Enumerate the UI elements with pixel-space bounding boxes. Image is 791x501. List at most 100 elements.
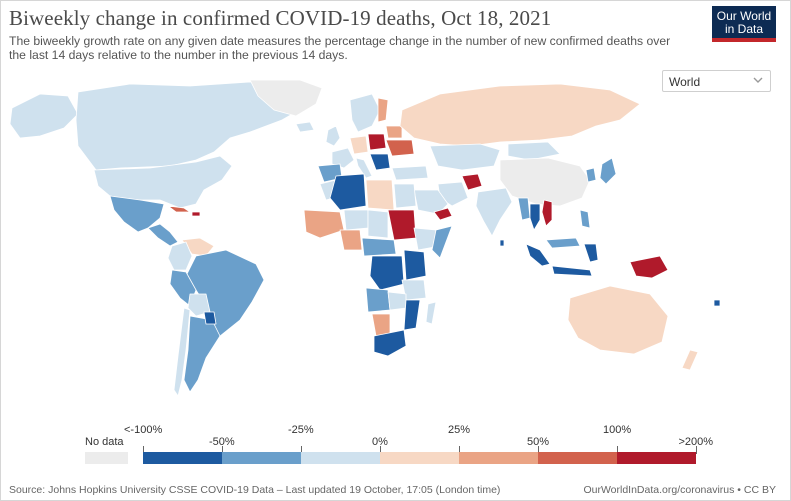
logo-line-1: Our World (716, 9, 772, 23)
legend-threshold-label: 100% (603, 424, 632, 436)
region-france[interactable] (331, 147, 355, 169)
legend-tick (143, 446, 144, 454)
region-drc[interactable] (369, 255, 405, 291)
owid-logo[interactable]: Our World in Data (712, 6, 776, 42)
region-turkey[interactable] (391, 165, 429, 181)
region-thailand[interactable] (529, 203, 541, 231)
legend-threshold-label: 50% (527, 436, 550, 448)
legend-threshold-label: -25% (288, 424, 314, 436)
legend-tick (538, 446, 539, 454)
region-pacific-islands[interactable] (713, 299, 721, 307)
region-greenland[interactable] (249, 80, 323, 117)
legend-color-swatch[interactable] (617, 452, 696, 464)
source-note: Source: Johns Hopkins University CSSE CO… (9, 484, 501, 496)
region-sumatra[interactable] (525, 243, 551, 267)
world-map[interactable] (0, 80, 791, 420)
region-tanzania[interactable] (401, 279, 427, 301)
legend-threshold-label: >200% (678, 436, 714, 448)
legend-tick (617, 446, 618, 454)
region-paraguay[interactable] (203, 311, 217, 325)
logo-line-2: in Data (724, 22, 764, 36)
region-malaysia[interactable] (545, 237, 581, 249)
region-italy[interactable] (355, 157, 373, 179)
legend-color-swatch[interactable] (143, 452, 222, 464)
region-nigeria[interactable] (339, 229, 363, 251)
region-chile[interactable] (173, 307, 191, 397)
region-algeria[interactable] (329, 173, 367, 211)
legend-color-swatch[interactable] (459, 452, 538, 464)
legend-no-data-swatch[interactable] (85, 452, 128, 464)
region-chad[interactable] (367, 209, 389, 239)
region-saudi-arabia[interactable] (413, 189, 449, 215)
region-afghanistan[interactable] (461, 173, 483, 191)
legend-color-swatch[interactable] (301, 452, 380, 464)
region-java-borneo[interactable] (551, 265, 593, 277)
chevron-down-icon (753, 77, 763, 83)
region-yemen[interactable] (433, 207, 453, 221)
region-egypt[interactable] (393, 183, 417, 209)
region-vietnam[interactable] (541, 199, 553, 227)
legend-color-swatch[interactable] (538, 452, 617, 464)
region-colombia[interactable] (167, 241, 193, 271)
region-mozambique[interactable] (403, 299, 421, 331)
legend-tick (696, 446, 697, 454)
legend-threshold-label: 25% (448, 424, 471, 436)
map-legend: No data <-100% -50% -25% 0% 25% 50% 100% >200% (0, 420, 791, 470)
region-belarus[interactable] (385, 125, 403, 139)
region-ukraine[interactable] (385, 139, 415, 157)
region-philippines[interactable] (579, 209, 591, 229)
region-china[interactable] (499, 157, 591, 207)
region-zambia[interactable] (387, 291, 407, 311)
region-central-america[interactable] (147, 223, 179, 247)
legend-threshold-label: -50% (209, 436, 235, 448)
region-iceland[interactable] (295, 121, 315, 133)
region-sulawesi[interactable] (583, 243, 599, 263)
region-new-zealand[interactable] (681, 349, 699, 371)
region-east-africa[interactable] (403, 249, 427, 281)
region-india[interactable] (475, 187, 513, 237)
region-uk[interactable] (325, 125, 341, 147)
region-cuba[interactable] (167, 205, 191, 213)
region-argentina[interactable] (183, 315, 221, 393)
region-south-africa[interactable] (373, 329, 407, 357)
region-angola[interactable] (365, 287, 391, 313)
legend-tick (459, 446, 460, 454)
region-somalia[interactable] (431, 225, 453, 259)
region-sudan[interactable] (387, 209, 417, 241)
legend-tick (380, 446, 381, 454)
region-libya[interactable] (365, 179, 395, 211)
region-scandinavia[interactable] (349, 93, 381, 133)
region-west-africa[interactable] (303, 209, 345, 239)
region-canada[interactable] (75, 81, 311, 171)
legend-tick (222, 446, 223, 454)
region-select[interactable]: World (662, 70, 771, 92)
legend-color-swatch[interactable] (222, 452, 301, 464)
region-korea[interactable] (585, 167, 597, 183)
region-russia[interactable] (399, 83, 641, 147)
site-credit[interactable]: OurWorldInData.org/coronavirus • CC BY (583, 484, 776, 496)
region-select-value: World (669, 75, 701, 89)
legend-threshold-label: <-100% (124, 424, 163, 436)
region-bolivia[interactable] (187, 293, 211, 317)
region-namibia[interactable] (371, 313, 391, 337)
region-alaska[interactable] (9, 93, 79, 139)
region-papua-new-guinea[interactable] (629, 255, 669, 279)
region-japan[interactable] (599, 157, 617, 185)
region-sri-lanka[interactable] (499, 239, 505, 247)
region-finland[interactable] (377, 97, 389, 123)
region-balkans[interactable] (369, 153, 391, 171)
region-myanmar[interactable] (517, 197, 531, 221)
region-hispaniola[interactable] (191, 211, 201, 217)
legend-color-swatch[interactable] (380, 452, 459, 464)
region-niger[interactable] (343, 209, 369, 231)
region-australia[interactable] (567, 285, 669, 355)
region-poland[interactable] (367, 133, 387, 151)
region-mongolia[interactable] (507, 141, 561, 161)
legend-threshold-label: 0% (372, 436, 388, 448)
region-central-africa[interactable] (361, 237, 397, 257)
region-germany[interactable] (349, 135, 369, 155)
region-kazakhstan[interactable] (429, 143, 501, 171)
region-madagascar[interactable] (425, 301, 437, 325)
legend-no-data-label: No data (85, 436, 124, 448)
chart-subtitle: The biweekly growth rate on any given da… (9, 34, 671, 62)
